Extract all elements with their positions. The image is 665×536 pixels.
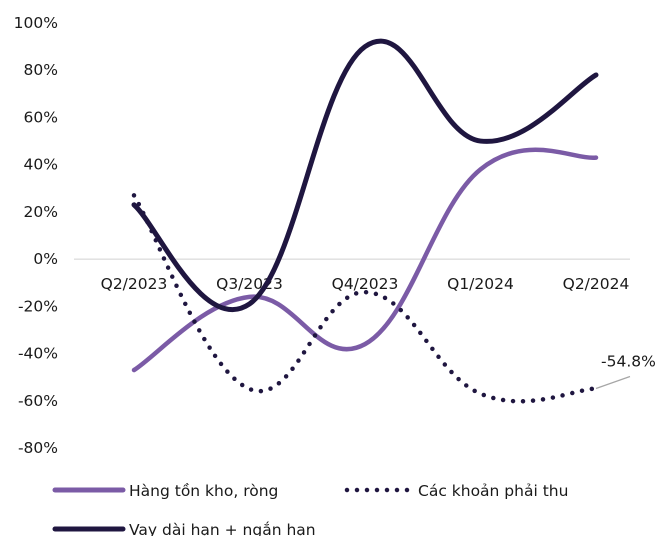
x-tick-label: Q4/2023 (332, 275, 399, 293)
y-tick-label: -80% (18, 439, 58, 457)
x-tick-label: Q2/2023 (101, 275, 168, 293)
y-tick-label: 20% (24, 203, 58, 221)
y-tick-label: 40% (24, 156, 58, 174)
y-tick-label: -40% (18, 345, 58, 363)
y-tick-label: 80% (24, 61, 58, 79)
annotation-label: -54.8% (601, 353, 656, 371)
legend-label: Vay dài hạn + ngắn hạn (129, 521, 316, 536)
legend-label: Hàng tồn kho, ròng (129, 482, 278, 500)
series-line-3 (131, 38, 599, 313)
series-lines (131, 38, 599, 404)
y-tick-label: 0% (33, 250, 58, 268)
x-tick-label: Q3/2023 (216, 275, 283, 293)
x-tick-label: Q2/2024 (563, 275, 630, 293)
annotations: -54.8% (595, 353, 656, 390)
y-tick-label: -20% (18, 297, 58, 315)
y-tick-label: 60% (24, 108, 58, 126)
axes: 100% 80% 60% 40% 20% 0% -20% -40% -60% -80% Q2/202… (14, 14, 630, 457)
y-tick-label: -60% (18, 392, 58, 410)
series-line-1 (131, 147, 599, 373)
y-tick-label: 100% (14, 14, 58, 32)
x-tick-label: Q1/2024 (447, 275, 514, 293)
series-line-2 (131, 193, 599, 404)
legend: Hàng tồn kho, ròng Các khoản phải thu Vay … (52, 482, 568, 536)
annotation-leader-line (595, 375, 631, 390)
legend-label: Các khoản phải thu (418, 482, 568, 500)
